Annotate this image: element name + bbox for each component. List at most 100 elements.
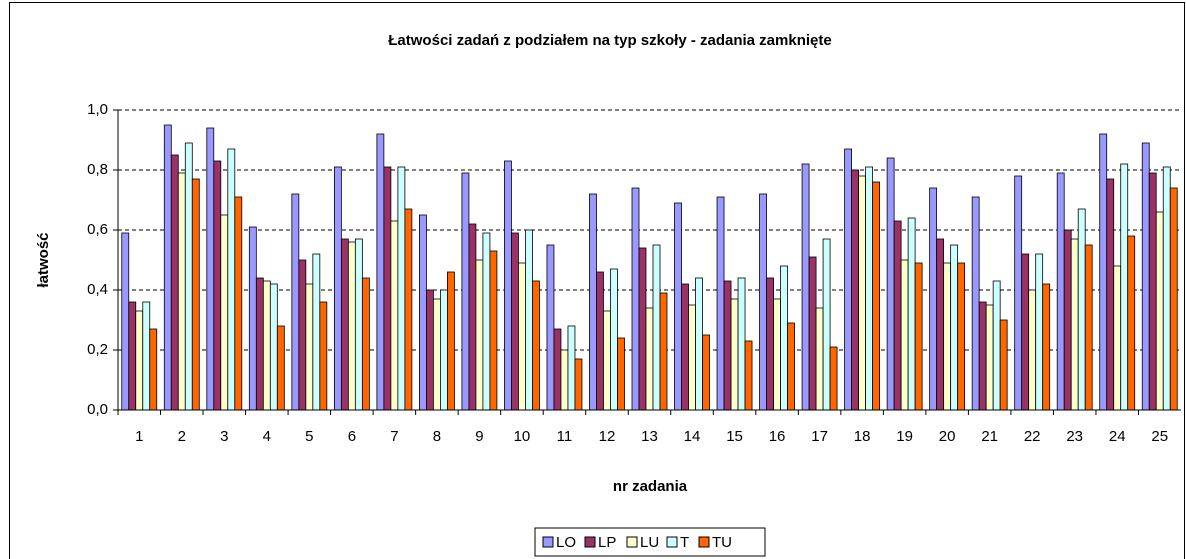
bar (404, 208, 413, 411)
bar (546, 244, 555, 411)
bar (929, 187, 938, 411)
x-tick-label: 11 (557, 428, 573, 445)
bar (992, 280, 1001, 411)
bar (1148, 172, 1157, 411)
legend-swatch (542, 536, 554, 548)
bar (652, 244, 661, 411)
x-tick-label: 7 (390, 428, 398, 445)
y-tick-label: 0,4 (87, 281, 108, 298)
bar (659, 292, 668, 411)
bar (886, 157, 895, 411)
bar (971, 196, 980, 411)
bar (170, 154, 179, 411)
legend-swatch (584, 536, 596, 548)
bar (1014, 175, 1023, 411)
bar (723, 280, 732, 411)
legend-label: T (680, 534, 689, 551)
bar (298, 259, 307, 411)
bar (907, 217, 916, 411)
bar (269, 283, 278, 411)
bar (1035, 253, 1044, 411)
bar (1169, 187, 1178, 411)
legend-box (534, 527, 766, 557)
bar (957, 262, 966, 411)
bar (943, 262, 952, 411)
bar (418, 214, 427, 411)
x-tick-label: 6 (348, 428, 356, 445)
bar (128, 301, 137, 411)
x-tick-label: 15 (726, 428, 743, 445)
x-axis-label: nr zadania (613, 478, 688, 495)
bar (1127, 235, 1136, 411)
bar (475, 259, 484, 411)
bar (1056, 172, 1065, 411)
bar (567, 325, 576, 411)
bar (383, 166, 392, 411)
y-tick-label: 1,0 (87, 101, 108, 118)
bar (900, 259, 909, 411)
bar (596, 271, 604, 411)
bar (1028, 289, 1037, 411)
bar (688, 304, 696, 411)
bar (695, 277, 703, 411)
x-tick-label: 19 (896, 428, 913, 445)
legend-swatch (626, 536, 638, 548)
bar (744, 340, 753, 411)
bar (858, 175, 866, 411)
bar (425, 289, 434, 411)
bar (716, 196, 725, 411)
bar (532, 280, 540, 411)
bar (1155, 211, 1164, 411)
bar (227, 148, 236, 411)
bar (1084, 244, 1093, 411)
bar (914, 262, 923, 411)
bar (333, 166, 342, 411)
bar (121, 232, 130, 411)
legend-label: LU (640, 534, 659, 551)
x-tick-label: 3 (220, 428, 228, 445)
bar (511, 232, 519, 411)
bar (815, 307, 824, 411)
bar (276, 325, 285, 411)
bar (872, 181, 880, 411)
bar (1106, 178, 1115, 411)
bar (1141, 142, 1150, 411)
bar (1042, 283, 1051, 411)
x-tick-label: 25 (1151, 428, 1168, 445)
bar (1070, 238, 1079, 411)
bar (446, 271, 455, 411)
bar (822, 238, 831, 411)
bar (1113, 265, 1122, 411)
bar (482, 232, 491, 411)
bar (291, 193, 300, 411)
bar (305, 283, 314, 411)
y-tick-label: 0,8 (87, 161, 108, 178)
bar (504, 160, 512, 411)
bar (248, 226, 257, 411)
bar (347, 241, 356, 411)
bar (589, 193, 597, 411)
bar (844, 148, 852, 411)
y-axis-label: łatwość (35, 232, 52, 287)
x-tick-label: 2 (178, 428, 186, 445)
bar (213, 160, 222, 411)
bar (184, 142, 193, 411)
legend-swatch (698, 536, 710, 548)
bar (220, 214, 229, 411)
bar (177, 172, 186, 411)
x-tick-label: 14 (684, 428, 701, 445)
bar (1162, 166, 1171, 411)
bar (780, 265, 788, 411)
bar (439, 289, 448, 411)
bar (808, 256, 817, 411)
bar (617, 337, 625, 411)
x-tick-label: 9 (475, 428, 483, 445)
bar (234, 196, 243, 411)
chart-title: Łatwości zadań z podziałem na typ szkoły… (388, 32, 831, 49)
bar (163, 124, 172, 411)
x-tick-label: 23 (1066, 428, 1083, 445)
y-tick-label: 0,6 (87, 221, 108, 238)
bar (262, 280, 271, 411)
legend-label: LP (598, 534, 616, 551)
